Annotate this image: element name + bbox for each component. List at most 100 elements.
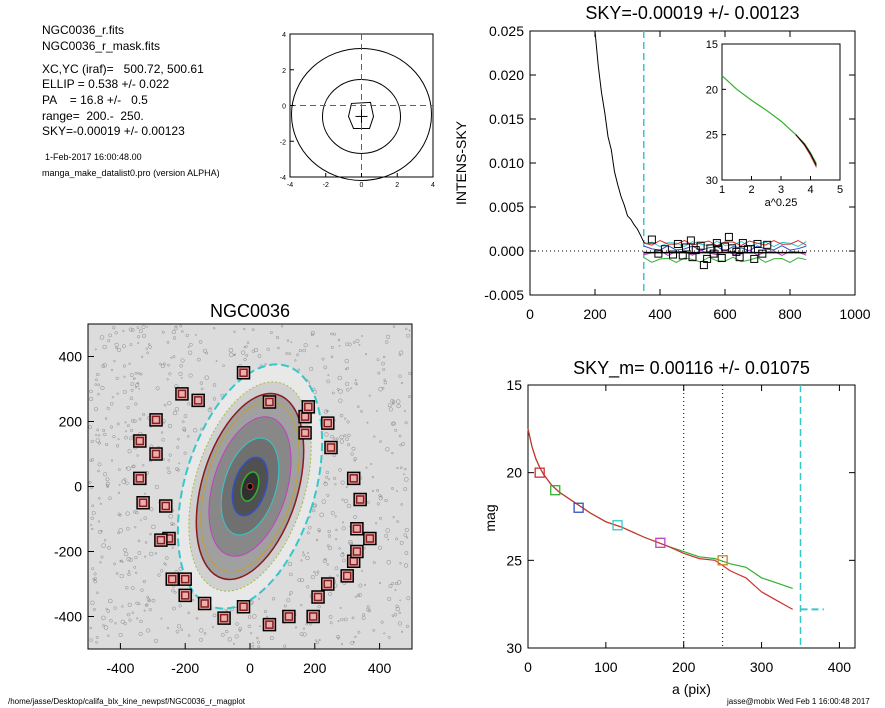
image-noise-speck <box>310 333 314 337</box>
image-noise-speck <box>398 374 402 378</box>
image-noise-speck <box>364 583 367 586</box>
image-noise-speck <box>294 359 297 362</box>
image-noise-speck <box>181 420 185 424</box>
image-noise-speck <box>118 632 123 637</box>
image-noise-speck <box>161 330 165 334</box>
image-noise-speck <box>333 476 337 480</box>
image-noise-speck <box>125 586 129 590</box>
image-noise-speck <box>90 439 94 444</box>
sky-box-inner <box>161 501 171 511</box>
image-noise-speck <box>117 512 121 516</box>
image-noise-speck <box>191 598 195 602</box>
image-noise-speck <box>96 591 99 595</box>
sky-data-square <box>654 249 663 258</box>
image-noise-speck <box>403 473 405 476</box>
sky-ytick-label: 0.000 <box>489 243 524 259</box>
image-noise-speck <box>131 465 135 469</box>
sky-profile-line <box>594 30 648 245</box>
inset-ytick-label: 20 <box>706 84 718 96</box>
image-noise-speck <box>358 592 362 597</box>
image-noise-speck <box>99 561 102 564</box>
image-noise-speck <box>317 528 321 532</box>
sky-ytick-label: -0.005 <box>484 287 524 303</box>
image-noise-speck <box>134 371 138 375</box>
sky-box-inner <box>180 574 190 584</box>
image-noise-speck <box>196 357 201 362</box>
image-noise-speck <box>346 366 350 370</box>
image-noise-speck <box>105 442 109 447</box>
inset-xlabel: a^0.25 <box>765 197 798 209</box>
image-noise-speck <box>187 346 190 349</box>
image-noise-speck <box>187 350 193 355</box>
image-noise-speck <box>172 522 176 526</box>
image-noise-speck <box>172 355 176 359</box>
image-noise-speck <box>138 329 143 334</box>
image-noise-speck <box>383 378 386 381</box>
contour-ytick-label: -4 <box>280 175 286 182</box>
info-program: manga_make_datalist0.pro (version ALPHA) <box>42 168 220 178</box>
image-noise-speck <box>396 466 399 469</box>
image-noise-speck <box>368 394 371 397</box>
sky-box-inner <box>284 612 294 621</box>
image-noise-speck <box>176 624 182 629</box>
image-noise-speck <box>342 558 346 563</box>
image-noise-speck <box>97 529 102 534</box>
image-noise-speck <box>135 510 139 515</box>
image-noise-speck <box>140 588 144 592</box>
image-noise-speck <box>316 570 320 573</box>
image-noise-speck <box>339 434 344 440</box>
image-xtick-label: 0 <box>246 660 254 676</box>
image-noise-speck <box>302 627 305 630</box>
image-noise-speck <box>355 339 360 343</box>
image-noise-speck <box>195 617 199 620</box>
image-noise-speck <box>400 381 403 385</box>
image-noise-speck <box>403 533 408 537</box>
image-noise-speck <box>398 434 402 438</box>
image-noise-speck <box>372 628 376 632</box>
image-noise-speck <box>300 578 305 583</box>
image-noise-speck <box>240 350 246 355</box>
image-noise-speck <box>386 334 391 339</box>
image-noise-speck <box>399 350 404 355</box>
image-noise-speck <box>97 392 100 396</box>
image-noise-speck <box>233 330 236 333</box>
image-noise-speck <box>171 330 176 335</box>
image-noise-speck <box>251 644 255 648</box>
image-noise-speck <box>251 328 255 332</box>
image-noise-speck <box>336 388 340 391</box>
sky-box-inner <box>342 571 352 581</box>
inset-axes-frame <box>721 43 841 181</box>
image-noise-speck <box>382 368 386 371</box>
sky-box-inner <box>177 389 187 399</box>
image-noise-speck <box>167 459 171 462</box>
image-noise-speck <box>101 543 106 548</box>
image-noise-speck <box>341 498 344 501</box>
image-noise-speck <box>111 396 114 399</box>
image-noise-speck <box>115 376 119 380</box>
image-noise-speck <box>384 498 388 503</box>
image-noise-speck <box>178 462 181 465</box>
image-noise-speck <box>344 417 347 420</box>
image-noise-speck <box>326 379 331 384</box>
image-noise-speck <box>167 363 170 367</box>
image-noise-speck <box>182 427 187 431</box>
image-noise-speck <box>376 502 380 506</box>
image-noise-speck <box>129 343 133 347</box>
image-noise-speck <box>151 524 156 530</box>
image-noise-speck <box>103 472 108 477</box>
image-noise-speck <box>314 639 317 642</box>
image-noise-speck <box>328 592 332 596</box>
image-noise-speck <box>143 516 147 520</box>
image-noise-speck <box>212 383 217 387</box>
image-noise-speck <box>167 470 171 475</box>
image-noise-speck <box>252 642 254 644</box>
image-noise-speck <box>127 572 131 577</box>
image-noise-speck <box>350 387 353 390</box>
info-range: range= 200.- 250. <box>42 109 144 123</box>
image-noise-speck <box>187 634 191 637</box>
image-noise-speck <box>318 639 321 642</box>
image-noise-speck <box>126 612 131 617</box>
image-noise-speck <box>135 601 139 605</box>
sky-plot-ylabel: INTENS-SKY <box>453 120 469 205</box>
image-noise-speck <box>199 381 204 385</box>
